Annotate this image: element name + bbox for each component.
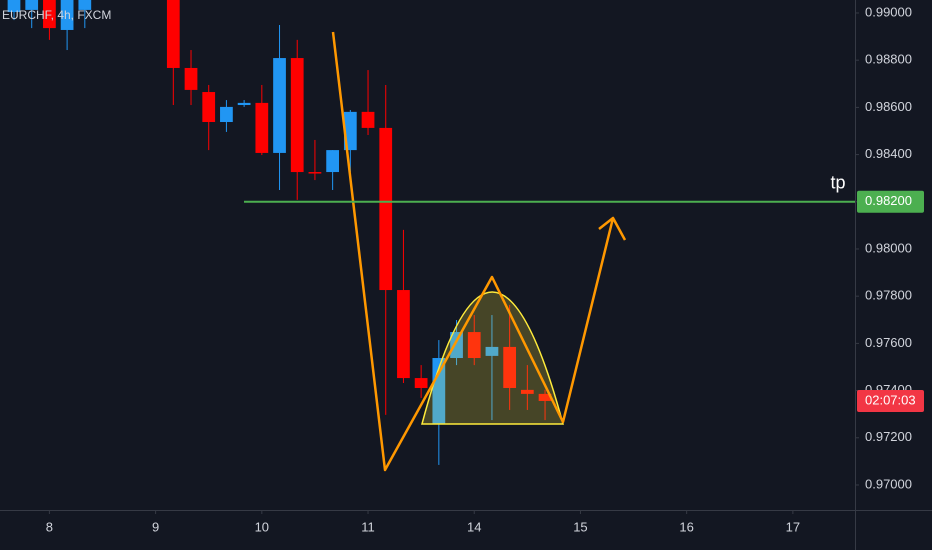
plot-area — [7, 0, 552, 465]
x-tick-label: 14 — [467, 519, 481, 534]
countdown-box — [857, 389, 924, 412]
candle-body — [467, 332, 481, 359]
y-tick-label: 0.97600 — [865, 335, 912, 350]
candle-body — [237, 102, 251, 106]
x-tick-label: 17 — [786, 519, 800, 534]
y-tick-label: 0.98800 — [865, 52, 912, 67]
y-tick-label: 0.98000 — [865, 240, 912, 255]
y-tick-label: 0.98400 — [865, 146, 912, 161]
x-tick-label: 8 — [46, 519, 53, 534]
y-tick-label: 0.97800 — [865, 288, 912, 303]
tp-label: tp — [830, 173, 845, 193]
candle-body — [361, 111, 375, 128]
candle-body — [326, 150, 340, 173]
candle-body — [414, 378, 428, 388]
candle-body — [397, 290, 410, 379]
candle-body — [43, 0, 56, 29]
arc-drawing — [421, 291, 564, 425]
candle-body — [450, 332, 463, 359]
candle-body — [503, 346, 517, 388]
y-tick-label: 0.99000 — [865, 4, 912, 19]
chart-title: EURCHF, 4h, FXCM — [2, 8, 111, 22]
tp-price-label: 0.98200 — [865, 193, 912, 208]
x-tick-label: 11 — [361, 519, 375, 534]
x-tick-label: 9 — [152, 519, 159, 534]
candle-body — [379, 127, 393, 291]
candle-body — [60, 0, 74, 30]
countdown-label: 02:07:03 — [865, 392, 916, 407]
candle-body — [432, 358, 446, 425]
candle-body — [485, 346, 499, 356]
candle-body — [202, 92, 216, 123]
zigzag-drawing — [331, 31, 615, 472]
candle-body — [308, 172, 322, 174]
candle-body — [78, 0, 92, 10]
candle-body — [520, 389, 534, 394]
x-tick-label: 15 — [573, 519, 587, 534]
candle-body — [538, 393, 552, 401]
drawings — [331, 31, 627, 472]
x-tick-label: 16 — [679, 519, 693, 534]
candle-body — [166, 0, 180, 68]
candle-body — [290, 58, 304, 173]
y-tick-label: 0.97000 — [865, 476, 912, 491]
y-tick-label: 0.98600 — [865, 99, 912, 114]
y-tick-label: 0.97200 — [865, 429, 912, 444]
candle-body — [7, 0, 21, 13]
tp-price-box — [857, 190, 924, 213]
candle-body — [184, 67, 198, 90]
arrow-head — [598, 216, 627, 241]
candle-body — [273, 58, 286, 153]
candle-body — [25, 0, 39, 10]
candle-body — [220, 106, 233, 123]
candle-body — [255, 102, 269, 153]
x-tick-label: 10 — [255, 519, 269, 534]
